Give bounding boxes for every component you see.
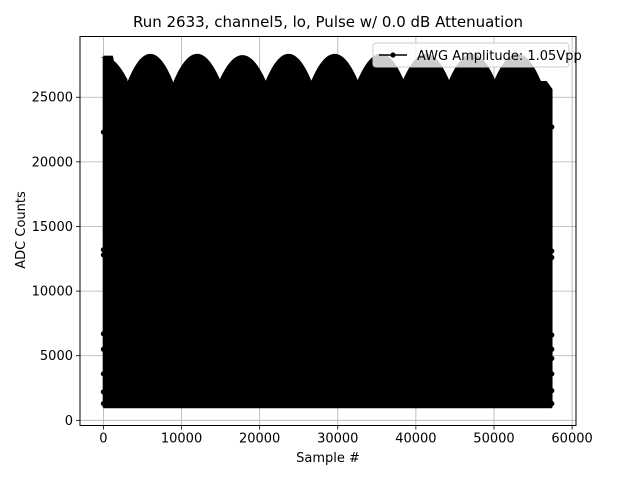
series-envelope-fill [101, 53, 553, 408]
x-tick-label: 20000 [239, 432, 280, 447]
series-point-marker [549, 388, 555, 394]
series-point-marker [100, 331, 107, 337]
legend-box [372, 42, 570, 68]
series-point-marker [549, 248, 555, 254]
series-point-marker [100, 389, 107, 395]
x-tick-label: 50000 [473, 432, 514, 447]
series-point-marker [100, 371, 107, 377]
y-tick-label: 20000 [32, 155, 73, 170]
series-point-marker [100, 252, 107, 258]
y-tick-label: 15000 [32, 220, 73, 235]
series-point-marker [549, 371, 555, 377]
y-tick-label: 0 [65, 414, 73, 429]
series-point-marker [549, 332, 555, 338]
series-point-marker [100, 247, 107, 253]
x-tick-label: 30000 [317, 432, 358, 447]
series-point-marker [100, 346, 107, 352]
tick-layer: 0 10000 20000 30000 40000 50000 60000 0 5000 1000… [32, 91, 593, 447]
data-layer [100, 53, 555, 409]
series-point-marker [549, 346, 555, 352]
x-axis-label: Sample # [296, 451, 360, 466]
series-point-marker [549, 355, 555, 361]
plot-frame [79, 36, 577, 426]
y-axis-label: ADC Counts [14, 191, 29, 269]
chart-legend: AWG Amplitude: 1.05Vpp [372, 42, 582, 68]
series-point-marker [549, 124, 555, 130]
y-tick-label: 5000 [40, 349, 73, 364]
x-tick-label: 60000 [551, 432, 592, 447]
series-point-marker [100, 400, 107, 407]
series-point-marker [549, 400, 555, 407]
y-tick-label: 10000 [32, 285, 73, 300]
y-tick-label: 25000 [32, 91, 73, 106]
series-point-marker [549, 254, 555, 261]
chart-title: Run 2633, channel5, lo, Pulse w/ 0.0 dB … [133, 13, 523, 31]
legend-entry-label: AWG Amplitude: 1.05Vpp [417, 49, 582, 64]
series-point-marker [100, 129, 107, 135]
x-tick-label: 0 [99, 432, 107, 447]
x-tick-label: 10000 [161, 432, 202, 447]
legend-marker-swatch [390, 52, 396, 58]
x-tick-label: 40000 [395, 432, 436, 447]
